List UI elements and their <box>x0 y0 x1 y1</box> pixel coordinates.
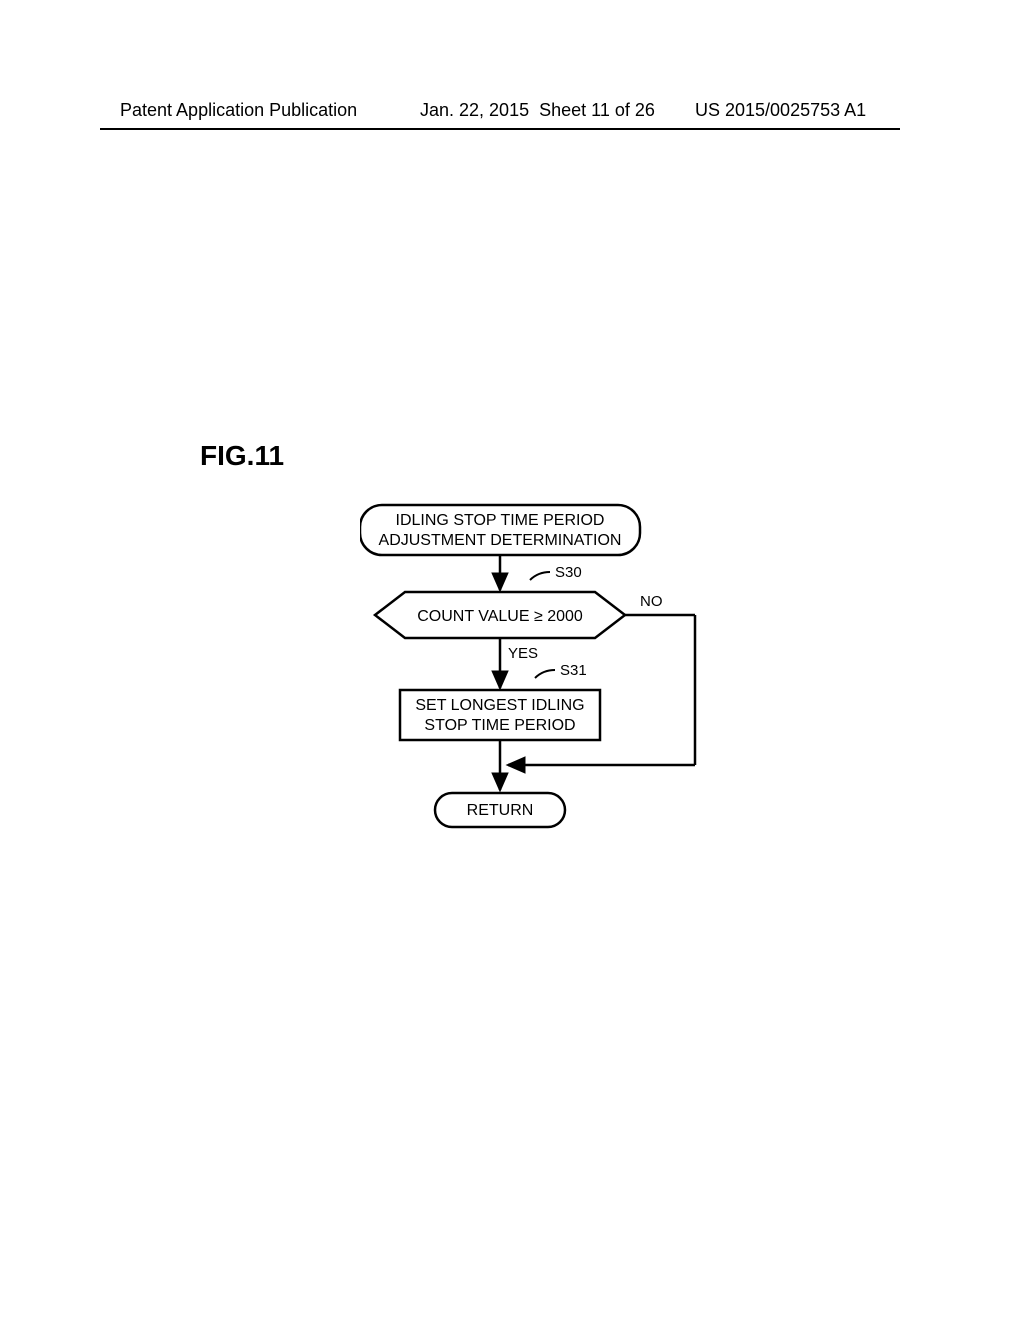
ref-s30-leader <box>530 572 550 580</box>
header-sheet: Sheet 11 of 26 <box>539 100 655 120</box>
flowchart: IDLING STOP TIME PERIOD ADJUSTMENT DETER… <box>360 500 760 880</box>
node-process-line1: SET LONGEST IDLING <box>415 697 584 714</box>
node-start-line2: ADJUSTMENT DETERMINATION <box>379 532 622 549</box>
flowchart-svg: IDLING STOP TIME PERIOD ADJUSTMENT DETER… <box>360 500 760 880</box>
node-process: SET LONGEST IDLING STOP TIME PERIOD <box>400 690 600 740</box>
header-pubno: US 2015/0025753 A1 <box>695 100 866 121</box>
node-decision: COUNT VALUE ≥ 2000 <box>375 592 625 638</box>
header-date: Jan. 22, 2015 <box>420 100 529 120</box>
node-decision-text: COUNT VALUE ≥ 2000 <box>417 608 583 625</box>
page: Patent Application Publication Jan. 22, … <box>0 0 1024 1320</box>
header-date-sheet: Jan. 22, 2015 Sheet 11 of 26 <box>420 100 655 121</box>
node-start: IDLING STOP TIME PERIOD ADJUSTMENT DETER… <box>360 505 640 555</box>
ref-s31-leader <box>535 670 555 678</box>
node-return: RETURN <box>435 793 565 827</box>
header-rule <box>100 128 900 130</box>
edge-no-label: NO <box>640 593 663 610</box>
ref-s31: S31 <box>560 662 587 679</box>
figure-label: FIG.11 <box>200 440 284 472</box>
node-process-line2: STOP TIME PERIOD <box>424 717 575 734</box>
node-start-line1: IDLING STOP TIME PERIOD <box>396 512 605 529</box>
edge-yes-label: YES <box>508 645 538 662</box>
header-publication: Patent Application Publication <box>120 100 357 121</box>
node-return-text: RETURN <box>467 802 534 819</box>
ref-s30: S30 <box>555 564 582 581</box>
